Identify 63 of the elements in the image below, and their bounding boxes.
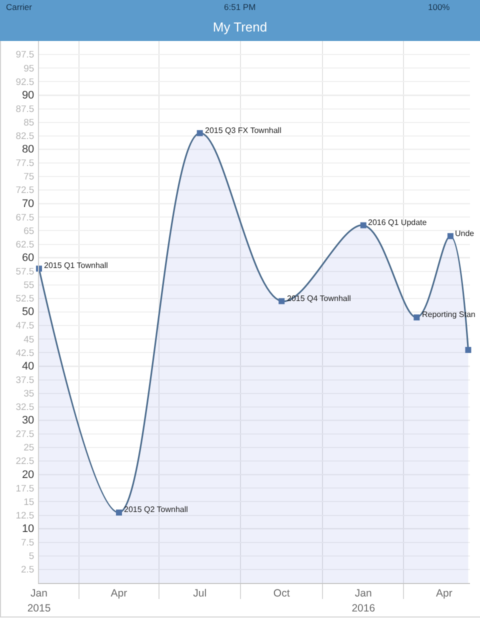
- y-tick-label: 27.5: [16, 429, 34, 440]
- annotation: 2016 Q1 Update: [368, 218, 428, 227]
- y-tick-label: 22.5: [16, 456, 34, 468]
- y-tick-label: 62.5: [16, 239, 34, 250]
- y-tick-label: 70: [22, 198, 34, 210]
- y-tick-label: 40: [22, 360, 34, 372]
- x-tick-label: Jan: [30, 588, 48, 600]
- y-tick-label: 45: [24, 334, 34, 346]
- y-tick-label: 85: [24, 117, 34, 128]
- y-tick-label: 75: [24, 172, 34, 183]
- x2-tick-label: 2015: [27, 602, 51, 614]
- y-tick-label: 12.5: [16, 510, 34, 522]
- y-tick-label: 90: [22, 89, 34, 102]
- y-tick-label: 95: [24, 63, 34, 74]
- text: Carrier: [6, 2, 32, 12]
- y-tick-label: 72.5: [16, 185, 34, 196]
- chart-title: My Trend: [212, 20, 268, 35]
- x-tick-label: Apr: [436, 588, 453, 600]
- y-tick-label: 20: [22, 468, 34, 481]
- x-tick-label: Jul: [193, 588, 207, 600]
- point: [116, 510, 122, 516]
- x-tick-label: Oct: [273, 588, 290, 600]
- y-tick-label: 50: [22, 306, 34, 318]
- y-tick-label: 7.5: [20, 538, 34, 548]
- y-tick-label: 5: [28, 551, 34, 562]
- y-tick-label: 2.5: [20, 564, 34, 576]
- point: [196, 130, 203, 136]
- y-tick-label: 42.5: [16, 348, 34, 359]
- point: [278, 298, 285, 304]
- y-tick-label: 25: [24, 442, 34, 454]
- y-tick-label: 92.5: [16, 76, 34, 88]
- x-tick-label: Jan: [354, 588, 372, 600]
- y-tick-label: 80: [22, 144, 34, 156]
- y-tick-label: 10: [22, 522, 34, 535]
- point: [447, 233, 454, 240]
- y-tick-label: 82.5: [16, 131, 34, 142]
- x2-tick-label: 2016: [352, 602, 376, 614]
- y-tick-label: 87.5: [16, 104, 34, 115]
- point: [360, 222, 366, 228]
- annotation: 2015 Q1 Townhall: [44, 261, 108, 270]
- annotation: Unde: [455, 229, 475, 238]
- y-tick-label: 97.5: [16, 50, 34, 61]
- text: 6:51 PM: [224, 2, 256, 12]
- y-tick-label: 77.5: [16, 158, 34, 170]
- x-tick-label: Apr: [110, 588, 128, 600]
- y-tick-label: 55: [24, 280, 34, 292]
- point: [465, 346, 472, 353]
- y-tick-label: 67.5: [16, 212, 34, 224]
- y-tick-label: 65: [24, 226, 34, 237]
- y-tick-label: 57.5: [16, 266, 34, 278]
- y-tick-label: 47.5: [16, 320, 34, 332]
- y-tick-label: 35: [24, 388, 34, 400]
- text: 100%: [428, 2, 450, 12]
- annotation: 2015 Q3 FX Townhall: [205, 126, 282, 135]
- y-tick-label: 37.5: [16, 374, 34, 386]
- annotation: 2015 Q2 Townhall: [124, 505, 188, 514]
- y-tick-label: 32.5: [16, 402, 34, 413]
- point: [414, 314, 420, 320]
- y-tick-label: 30: [22, 414, 34, 427]
- y-tick-label: 60: [22, 252, 34, 264]
- y-tick-label: 15: [24, 496, 34, 508]
- y-tick-label: 17.5: [16, 483, 34, 494]
- y-tick-label: 52.5: [16, 294, 34, 305]
